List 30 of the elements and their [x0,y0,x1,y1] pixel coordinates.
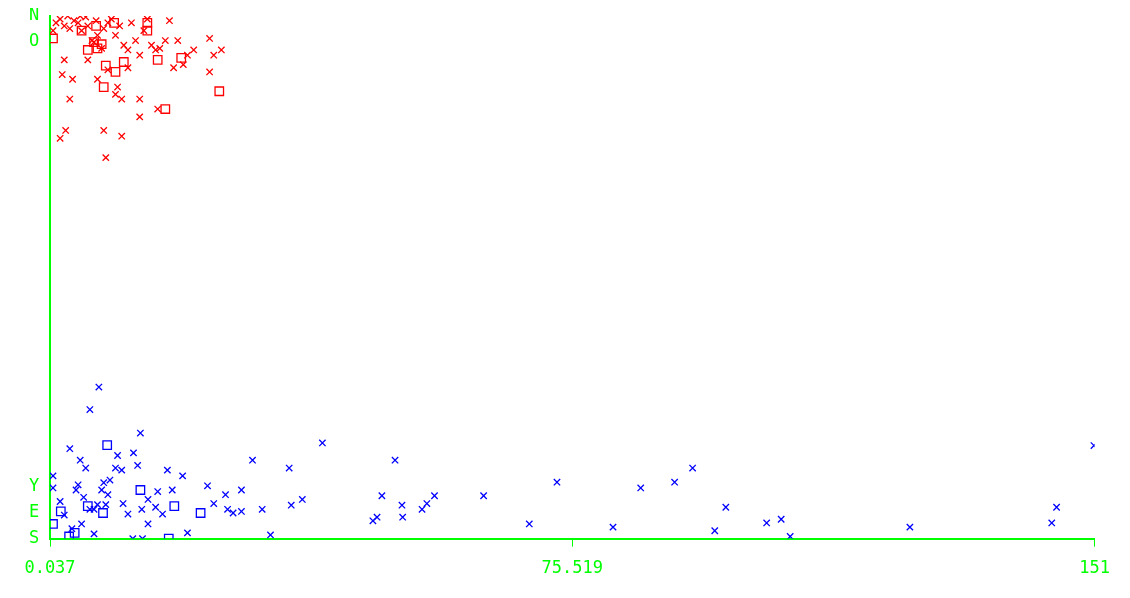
point [69,527,80,538]
point [176,52,187,63]
point [76,25,87,36]
text: NO [28,4,40,51]
x-tick-label: 0.037 [24,557,76,578]
point [152,55,163,65]
point [100,60,111,71]
point [98,508,108,518]
point [109,17,119,28]
point [64,531,75,539]
point [82,45,93,55]
point [118,57,129,67]
point [96,39,107,50]
point [92,43,103,54]
point [102,440,113,450]
point [91,21,101,31]
point [195,508,206,518]
point [160,104,171,114]
point [82,501,93,512]
point [169,501,180,512]
point [214,86,225,97]
text: YES [28,475,40,548]
x-tick-label: 75.519 [541,557,604,578]
point [98,82,109,92]
point [142,17,153,28]
point [142,25,153,36]
point [135,485,146,495]
point [110,67,121,77]
x-tick-label: 151 [1079,557,1111,578]
point [55,506,66,517]
